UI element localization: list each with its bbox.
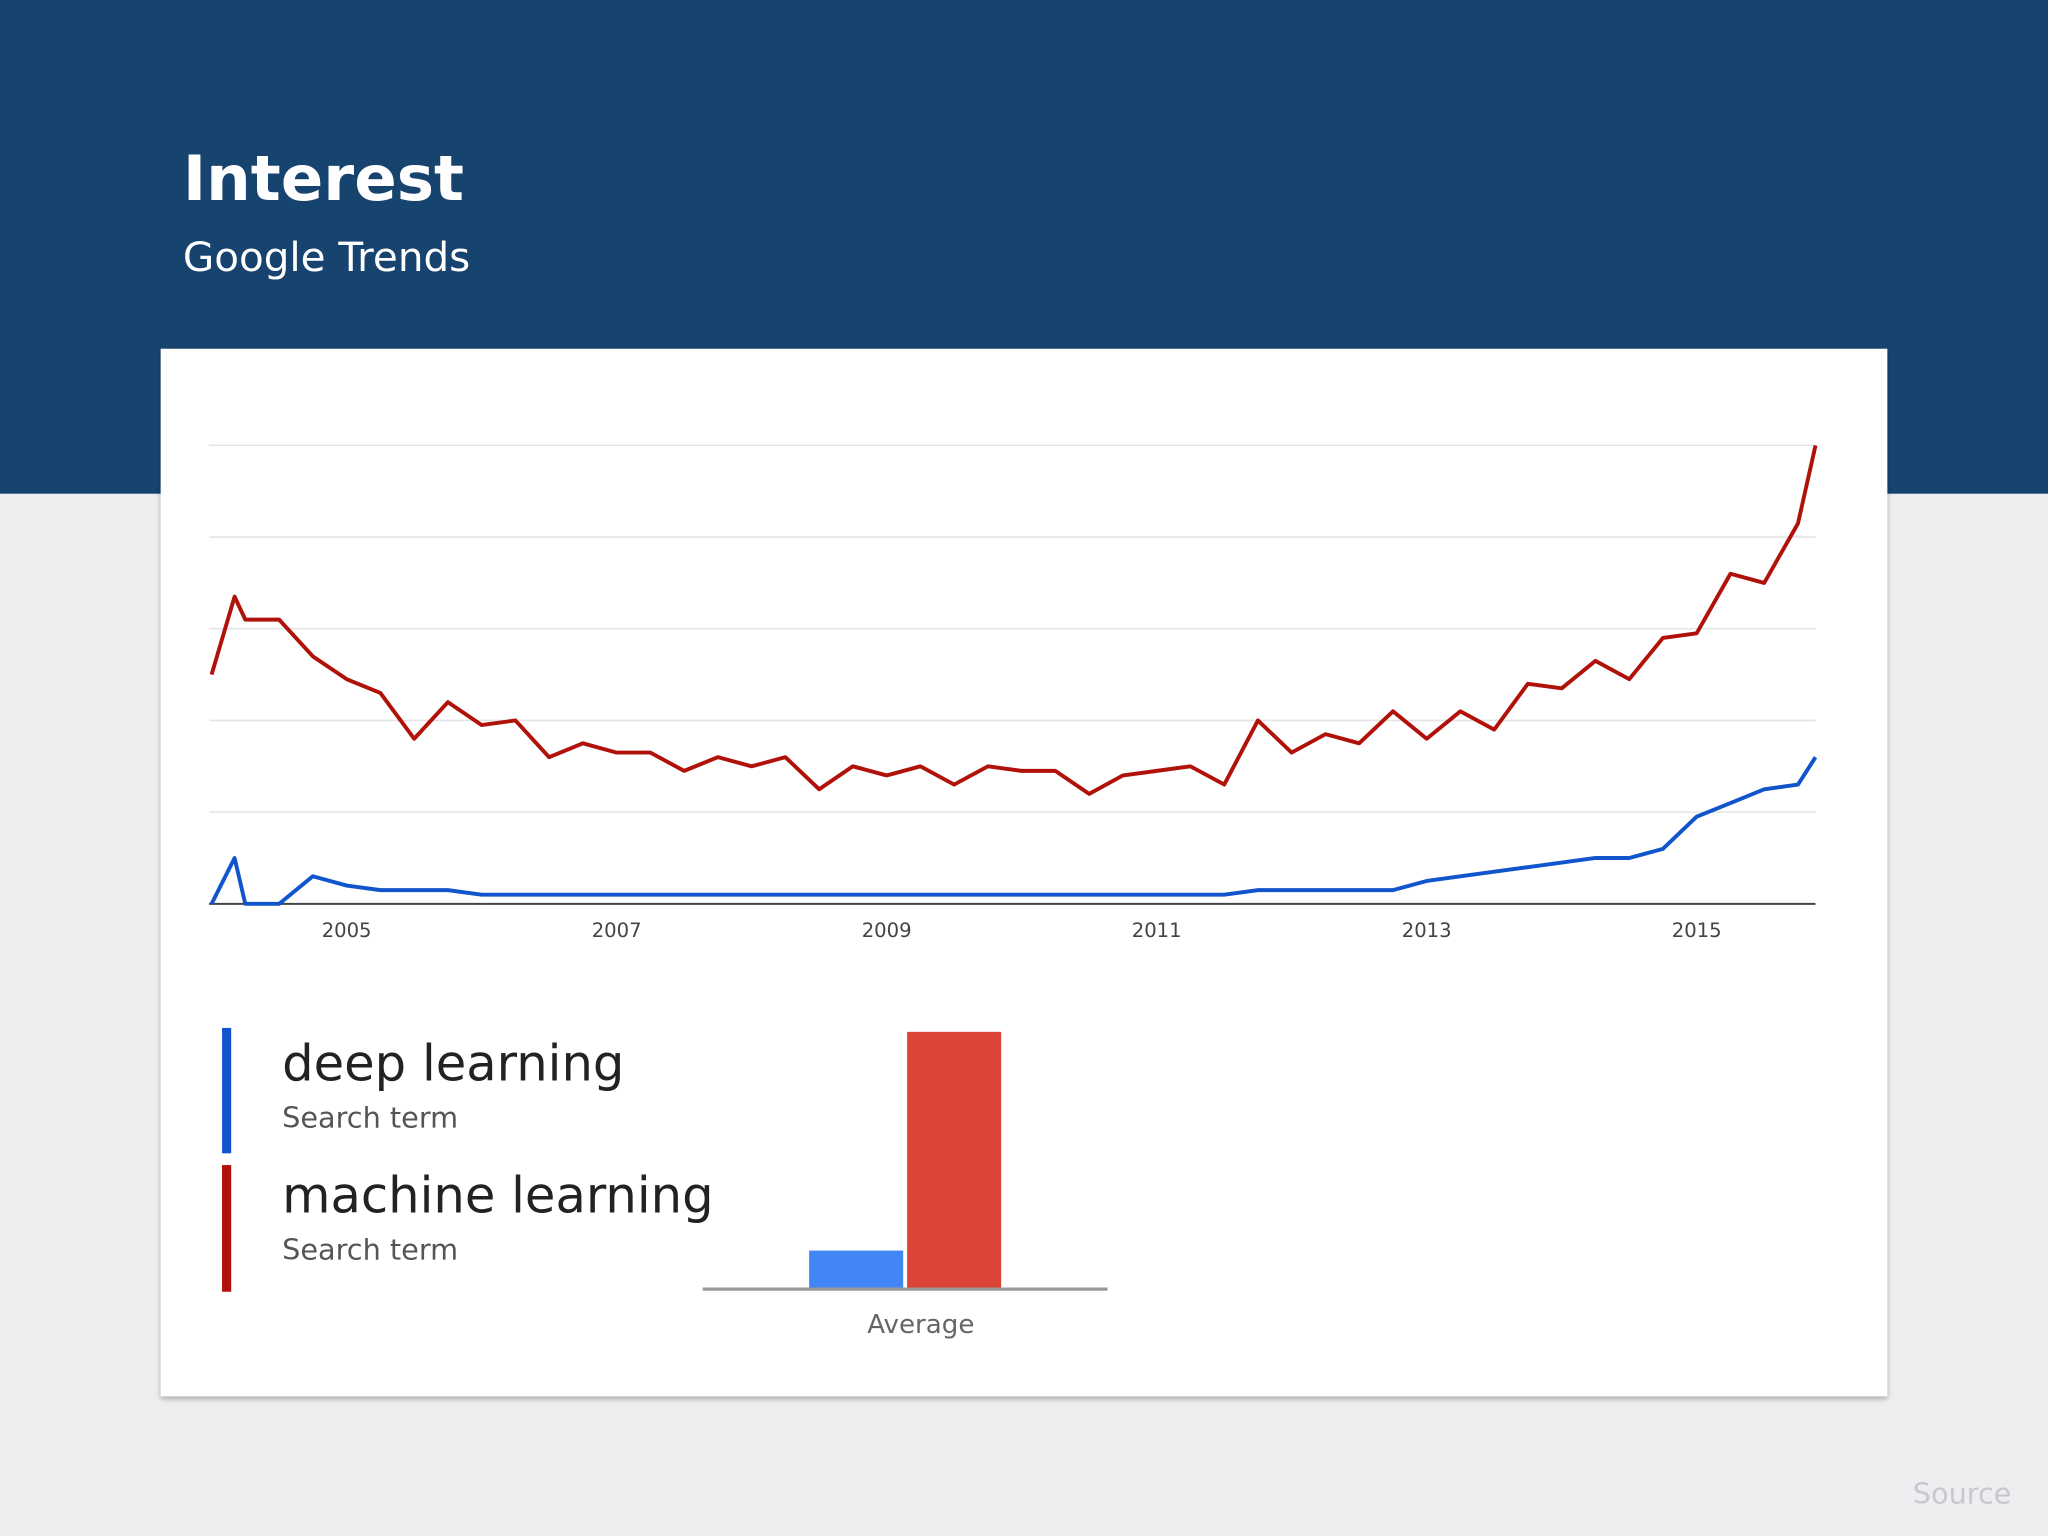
legend-name: machine learning [282,1167,713,1225]
source-link[interactable]: Source [1913,1477,2012,1511]
x-tick-label: 2013 [1402,919,1452,942]
title: Interest [183,142,464,215]
legend-description: Search term [282,1100,458,1134]
legend-name: deep learning [282,1035,624,1093]
trend-line [209,444,1818,796]
subtitle: Google Trends [183,233,470,281]
x-tick-label: 2011 [1132,919,1182,942]
x-tick-label: 2009 [862,919,912,942]
x-tick-label: 2015 [1672,919,1722,942]
x-tick-label: 2005 [322,919,372,942]
legend-description: Search term [282,1232,458,1266]
trend-line [209,756,1818,906]
x-tick-label: Average [867,1310,974,1340]
legend-swatch [222,1165,232,1292]
card [160,348,1888,1397]
bar [907,1031,1002,1290]
x-tick-label: 2007 [592,919,642,942]
legend-swatch [222,1027,232,1154]
bar [809,1250,904,1290]
